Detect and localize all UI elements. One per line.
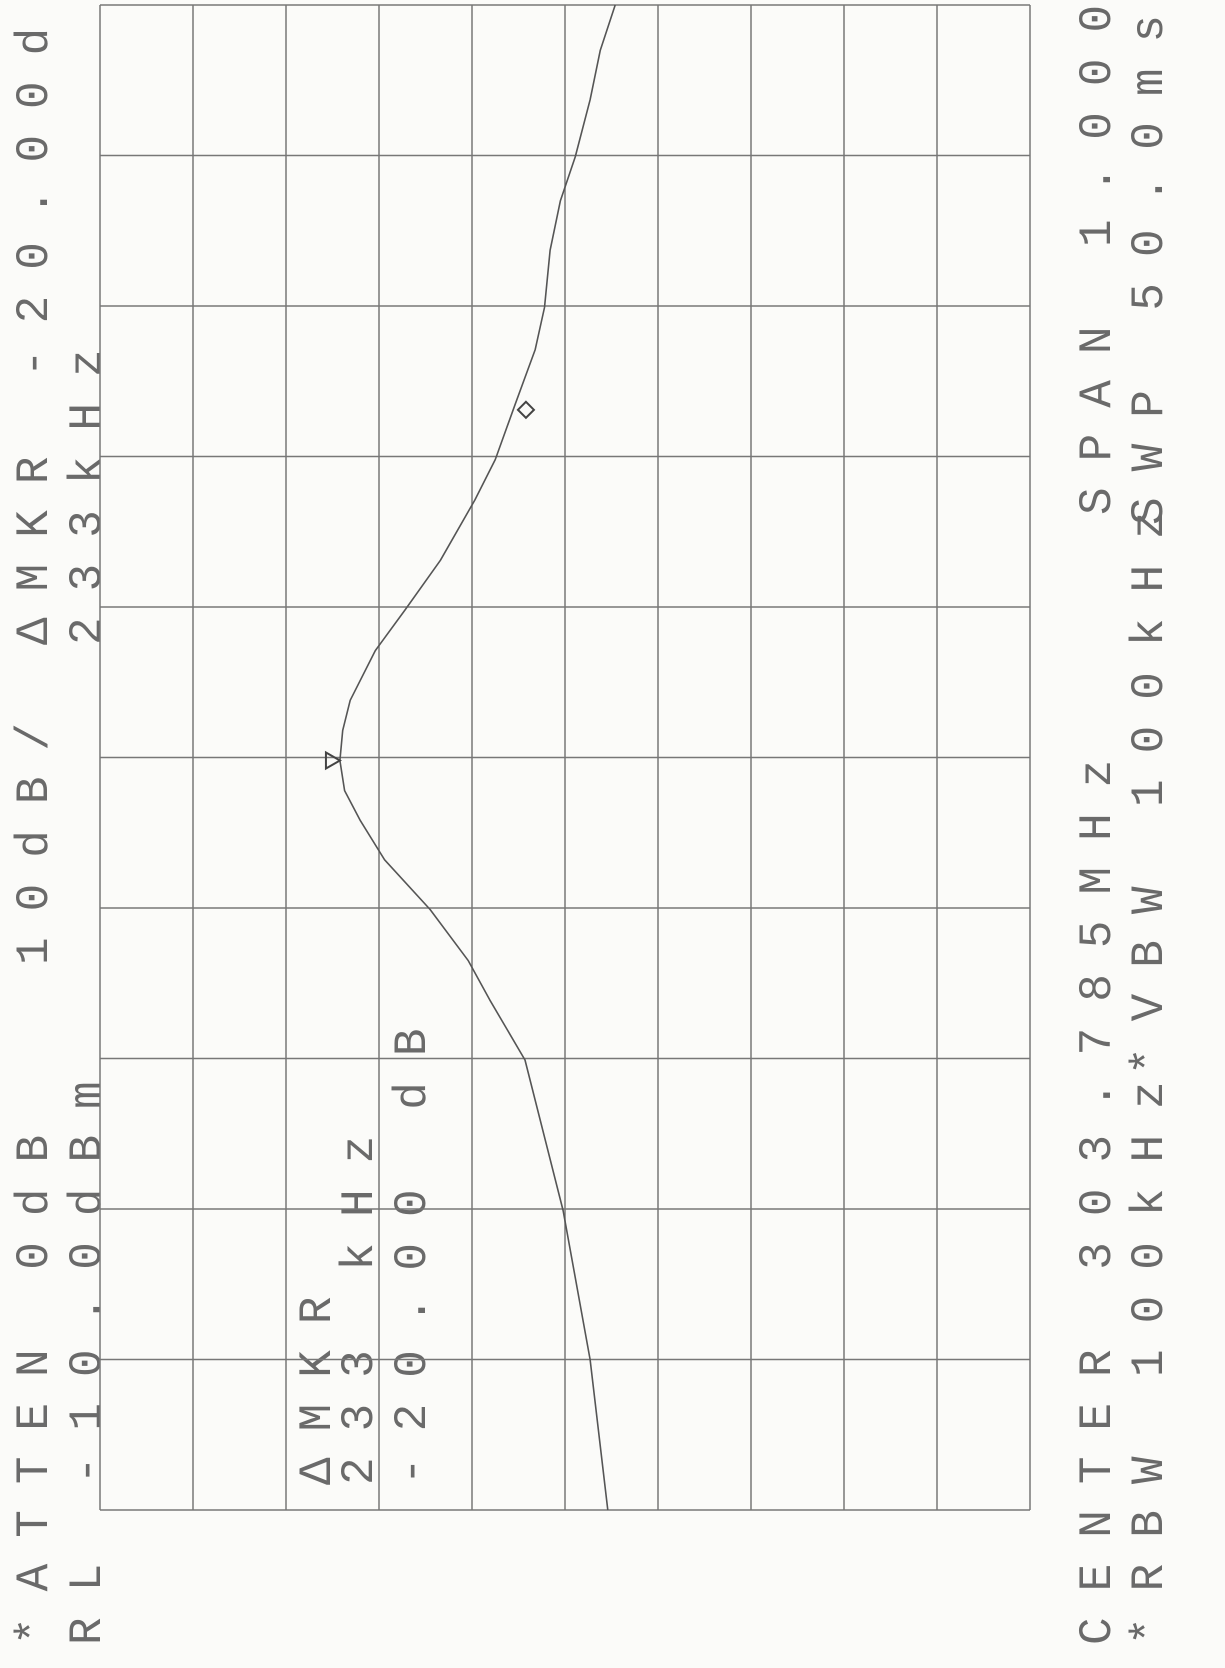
rbw-label: *RBW 100kHz <box>1124 1055 1176 1645</box>
delta-freq-top: 233kHz <box>62 323 114 645</box>
atten-label: *ATTEN 0dB <box>9 1109 61 1645</box>
scale-label: 10dB/ <box>9 697 61 965</box>
trace <box>339 4 616 1511</box>
marker <box>324 750 342 771</box>
center-label: CENTER 303.785MHz <box>1072 734 1124 1645</box>
delta-marker-top: ΔMKR -20.00dB <box>9 0 61 645</box>
marker <box>516 400 536 420</box>
delta-marker-amp: -20.00 dB <box>387 1003 439 1485</box>
ref-level-label: RL -10.0dBm <box>62 1055 114 1645</box>
sweep-label: SWP 50.0ms <box>1124 0 1176 525</box>
delta-marker-freq: 233 kHz <box>334 1110 386 1485</box>
span-label: SPAN 1.000MHz <box>1072 0 1124 515</box>
delta-marker-label: ΔMKR <box>292 1271 344 1485</box>
vbw-label: *VBW 100kHz <box>1124 485 1176 1075</box>
